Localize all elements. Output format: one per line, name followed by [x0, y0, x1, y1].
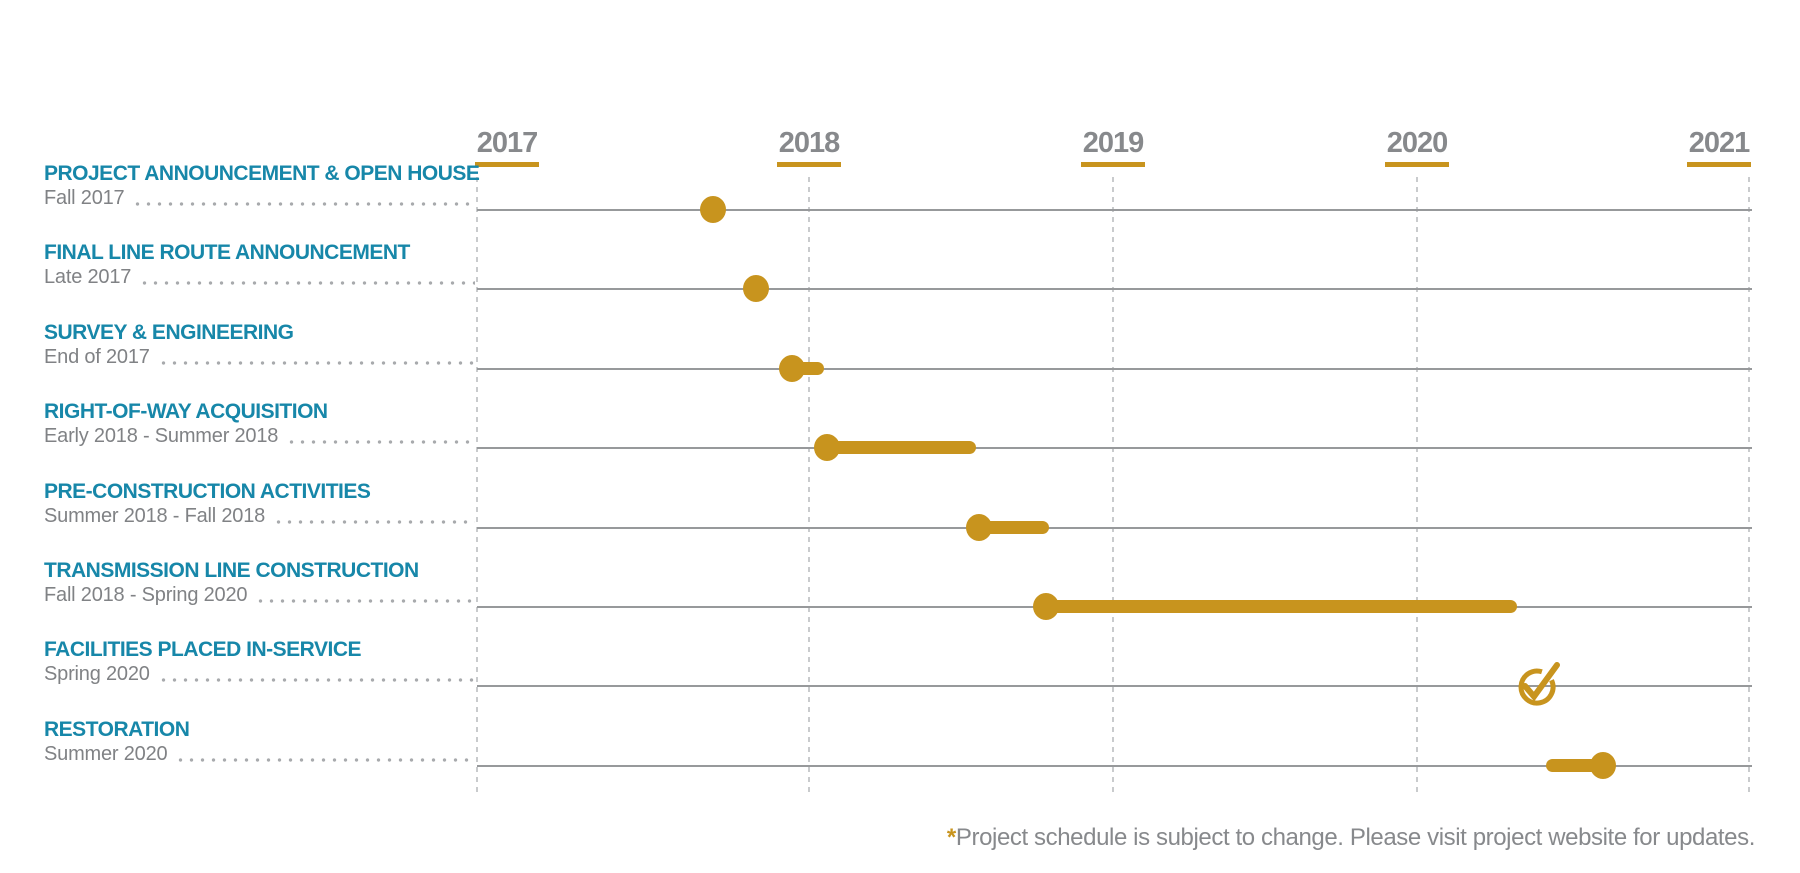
row-line	[477, 288, 1752, 290]
milestone-bar	[1546, 759, 1603, 772]
row-line	[477, 209, 1752, 211]
row-date-line: Fall 2018 - Spring 2020	[44, 583, 477, 608]
milestone-bar	[979, 521, 1049, 534]
row-date: Late 2017	[44, 266, 132, 288]
year-gridline	[1416, 177, 1418, 793]
row-date-line: Summer 2018 - Fall 2018	[44, 504, 477, 529]
row-label: RIGHT-OF-WAY ACQUISITION Early 2018 - Sum…	[44, 395, 477, 449]
milestone-dot	[700, 196, 726, 223]
row-title: PROJECT ANNOUNCEMENT & OPEN HOUSE	[44, 162, 480, 185]
row-date: Summer 2020	[44, 743, 168, 765]
footnote-text: Project schedule is subject to change. P…	[955, 824, 1756, 851]
row-title: PRE-CONSTRUCTION ACTIVITIES	[44, 480, 371, 503]
year-tick-underline	[777, 162, 841, 167]
milestone-dot	[1033, 593, 1059, 620]
row-line	[477, 447, 1752, 449]
year-tick-underline	[1687, 162, 1751, 167]
milestone-bar	[827, 441, 976, 454]
row-label: PRE-CONSTRUCTION ACTIVITIES Summer 2018 -…	[44, 475, 477, 529]
dotted-leader	[157, 678, 475, 682]
row-date-line: End of 2017	[44, 345, 477, 370]
year-label-text: 2019	[1082, 127, 1145, 159]
row-label: PROJECT ANNOUNCEMENT & OPEN HOUSE Fall 20…	[44, 157, 480, 211]
year-gridline	[476, 177, 478, 793]
row-line	[477, 765, 1752, 767]
row-date: Spring 2020	[44, 663, 150, 685]
row-date-line: Early 2018 - Summer 2018	[44, 424, 477, 449]
year-tick-underline	[1081, 162, 1145, 167]
year-label-text: 2018	[778, 127, 841, 159]
year-label: 2020	[1385, 128, 1449, 167]
row-label: RESTORATION Summer 2020	[44, 713, 477, 767]
year-label: 2019	[1081, 128, 1145, 167]
row-date: End of 2017	[44, 346, 150, 368]
row-label: FACILITIES PLACED IN-SERVICE Spring 2020	[44, 633, 477, 687]
row-date: Summer 2018 - Fall 2018	[44, 505, 266, 527]
row-date-line: Spring 2020	[44, 662, 477, 687]
footnote: *Project schedule is subject to change. …	[947, 824, 1755, 852]
row-date-line: Summer 2020	[44, 742, 477, 767]
dotted-leader	[255, 599, 475, 603]
row-title: RESTORATION	[44, 718, 190, 741]
dotted-leader	[157, 361, 475, 365]
row-label: FINAL LINE ROUTE ANNOUNCEMENT Late 2017	[44, 236, 477, 290]
row-title: SURVEY & ENGINEERING	[44, 321, 294, 344]
year-label-text: 2017	[476, 127, 539, 159]
row-label: SURVEY & ENGINEERING End of 2017	[44, 316, 477, 370]
row-line	[477, 685, 1752, 687]
year-gridline	[1112, 177, 1114, 793]
year-tick-underline	[1385, 162, 1449, 167]
milestone-dot	[779, 355, 805, 382]
dotted-leader	[286, 440, 475, 444]
milestone-dot	[814, 434, 840, 461]
year-gridline	[1748, 177, 1750, 793]
milestone-dot	[966, 514, 992, 541]
check-complete-icon	[1513, 659, 1567, 713]
footnote-asterisk: *	[946, 824, 956, 851]
year-label-text: 2020	[1386, 127, 1449, 159]
row-date: Fall 2018 - Spring 2020	[44, 584, 248, 606]
dotted-leader	[139, 281, 475, 285]
milestone-dot	[1590, 752, 1616, 779]
row-line	[477, 368, 1752, 370]
row-title: FACILITIES PLACED IN-SERVICE	[44, 638, 362, 661]
year-label: 2017	[475, 128, 539, 167]
year-tick-underline	[475, 162, 539, 167]
year-label-text: 2021	[1688, 127, 1751, 159]
row-date-line: Late 2017	[44, 265, 477, 290]
row-date: Early 2018 - Summer 2018	[44, 425, 279, 447]
row-title: RIGHT-OF-WAY ACQUISITION	[44, 400, 328, 423]
dotted-leader	[132, 202, 475, 206]
milestone-dot	[743, 275, 769, 302]
row-title: TRANSMISSION LINE CONSTRUCTION	[44, 559, 419, 582]
row-date-line: Fall 2017	[44, 186, 477, 211]
dotted-leader	[175, 758, 475, 762]
dotted-leader	[273, 520, 475, 524]
year-gridline	[808, 177, 810, 793]
row-line	[477, 527, 1752, 529]
year-label: 2018	[777, 128, 841, 167]
year-label: 2021	[1687, 128, 1751, 167]
row-date: Fall 2017	[44, 187, 125, 209]
row-title: FINAL LINE ROUTE ANNOUNCEMENT	[44, 241, 410, 264]
row-label: TRANSMISSION LINE CONSTRUCTION Fall 2018 …	[44, 554, 477, 608]
milestone-bar	[1046, 600, 1517, 613]
